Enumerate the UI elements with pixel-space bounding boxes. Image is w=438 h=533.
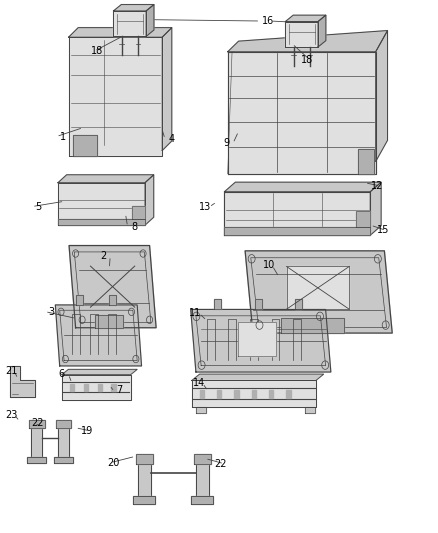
Polygon shape — [58, 175, 154, 183]
Polygon shape — [191, 496, 213, 504]
Polygon shape — [58, 219, 145, 225]
Text: 8: 8 — [131, 222, 137, 232]
Polygon shape — [224, 182, 381, 192]
Polygon shape — [138, 464, 151, 496]
Text: 9: 9 — [223, 139, 230, 149]
Text: 12: 12 — [371, 181, 383, 191]
Polygon shape — [224, 228, 370, 235]
Text: 6: 6 — [59, 369, 65, 379]
Text: 14: 14 — [193, 378, 205, 388]
Polygon shape — [286, 15, 326, 21]
Polygon shape — [162, 28, 172, 150]
Polygon shape — [370, 182, 381, 235]
Polygon shape — [58, 427, 69, 457]
Polygon shape — [224, 192, 370, 235]
Text: 16: 16 — [261, 16, 274, 26]
Polygon shape — [358, 149, 374, 174]
Polygon shape — [76, 295, 83, 305]
Text: 23: 23 — [5, 410, 17, 420]
Polygon shape — [109, 295, 116, 305]
Polygon shape — [217, 390, 221, 398]
Text: 22: 22 — [32, 418, 44, 428]
Text: 15: 15 — [377, 225, 389, 236]
Polygon shape — [134, 496, 155, 504]
Text: 7: 7 — [116, 384, 122, 394]
Polygon shape — [286, 21, 318, 47]
Text: 18: 18 — [92, 46, 104, 56]
Polygon shape — [192, 381, 316, 407]
Polygon shape — [196, 407, 206, 414]
Polygon shape — [194, 454, 211, 464]
Polygon shape — [84, 384, 88, 391]
Text: 2: 2 — [101, 251, 107, 261]
Polygon shape — [146, 5, 154, 36]
Text: 22: 22 — [215, 459, 227, 469]
Polygon shape — [54, 457, 73, 463]
Polygon shape — [62, 375, 131, 400]
Polygon shape — [228, 30, 388, 52]
Polygon shape — [305, 407, 314, 414]
Polygon shape — [55, 305, 141, 366]
Text: 3: 3 — [48, 306, 54, 317]
Polygon shape — [111, 384, 116, 391]
Polygon shape — [318, 15, 326, 47]
Polygon shape — [295, 299, 302, 310]
Text: 5: 5 — [35, 201, 42, 212]
Polygon shape — [136, 454, 153, 464]
Polygon shape — [95, 316, 123, 328]
Polygon shape — [286, 390, 291, 398]
Text: 13: 13 — [199, 202, 212, 212]
Polygon shape — [69, 37, 162, 157]
Polygon shape — [73, 135, 97, 157]
Polygon shape — [245, 251, 392, 333]
Polygon shape — [69, 246, 156, 328]
Text: 20: 20 — [107, 458, 120, 467]
Polygon shape — [113, 11, 146, 36]
Text: 19: 19 — [81, 426, 93, 436]
Polygon shape — [62, 369, 137, 375]
Polygon shape — [282, 318, 344, 333]
Polygon shape — [254, 299, 261, 310]
Polygon shape — [196, 464, 209, 496]
Polygon shape — [29, 419, 45, 427]
Polygon shape — [113, 5, 154, 11]
Text: 10: 10 — [262, 261, 275, 270]
Polygon shape — [200, 390, 204, 398]
Polygon shape — [269, 390, 273, 398]
Polygon shape — [132, 206, 145, 219]
Polygon shape — [58, 183, 145, 225]
Polygon shape — [252, 390, 256, 398]
Text: 4: 4 — [169, 134, 175, 144]
Polygon shape — [234, 390, 239, 398]
Polygon shape — [228, 52, 376, 174]
Polygon shape — [69, 28, 172, 37]
Polygon shape — [31, 427, 42, 457]
Polygon shape — [238, 322, 276, 357]
Polygon shape — [376, 30, 388, 161]
Polygon shape — [214, 299, 221, 310]
Polygon shape — [70, 384, 74, 391]
Polygon shape — [145, 175, 154, 225]
Polygon shape — [356, 211, 370, 228]
Polygon shape — [192, 374, 324, 381]
Text: 21: 21 — [5, 367, 17, 376]
Polygon shape — [286, 266, 349, 309]
Polygon shape — [98, 384, 102, 391]
Polygon shape — [56, 419, 71, 427]
Polygon shape — [27, 457, 46, 463]
Text: 1: 1 — [60, 132, 66, 142]
Text: 11: 11 — [189, 308, 201, 318]
Polygon shape — [10, 366, 35, 398]
Polygon shape — [191, 310, 331, 372]
Text: 18: 18 — [301, 55, 313, 65]
